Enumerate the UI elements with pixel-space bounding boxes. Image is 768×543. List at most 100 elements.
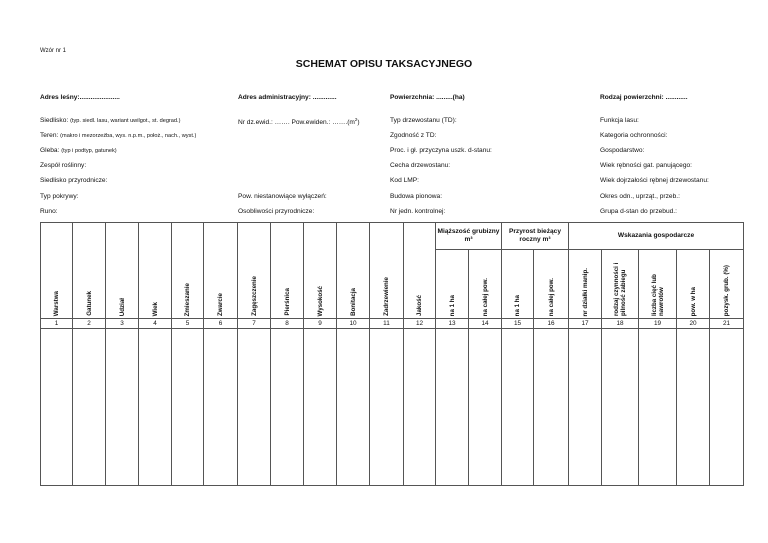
table-cell[interactable] — [403, 328, 436, 486]
sub-column-header-label: pow. w ha — [689, 286, 697, 316]
table-cell[interactable] — [708, 328, 745, 486]
sub-column-header: pozysk. grub. (%) — [708, 249, 745, 319]
page-title: SCHEMAT OPISU TAKSACYJNEGO — [295, 58, 473, 70]
table-cell[interactable] — [303, 328, 337, 486]
column-header: Wiek — [138, 222, 172, 319]
column-header: Wysokość — [303, 222, 337, 319]
sub-column-header: nr działki manip. — [568, 249, 602, 319]
field-label: Typ pokrywy: — [40, 193, 79, 200]
column-header: Zmieszanie — [171, 222, 204, 319]
column-header: Pierśnica — [270, 222, 304, 319]
field-label: Runo: — [40, 208, 58, 215]
table-cell[interactable] — [533, 328, 569, 486]
field-col1-row: Gleba: (typ i podtyp, gatunek) — [40, 147, 117, 154]
sub-column-header-label: liczba cięć lub nawrotów — [650, 274, 665, 316]
group-header: Miąższość grubizny m³ — [435, 222, 502, 250]
column-number: 11 — [369, 318, 404, 329]
table-cell[interactable] — [72, 328, 106, 486]
column-header: Zwarcie — [203, 222, 238, 319]
table-cell[interactable] — [105, 328, 139, 486]
field-col3-row: Proc. i gł. przyczyna uszk. d-stanu: — [390, 147, 492, 154]
column-header-label: Zadrzewienie — [383, 277, 390, 316]
table-cell[interactable] — [601, 328, 639, 486]
sub-column-header: liczba cięć lub nawrotów — [638, 249, 677, 319]
column-number: 5 — [171, 318, 204, 329]
field-col4-row: Grupa d-stan do przebud.: — [600, 208, 677, 215]
field-col3-row: Nr jedn. kontrolnej: — [390, 208, 446, 215]
sub-column-header: na całej pow. — [533, 249, 569, 319]
pow-niestanowiace: Pow. niestanowiące wyłączeń: — [238, 193, 327, 200]
table-cell[interactable] — [568, 328, 602, 486]
column-number: 10 — [336, 318, 370, 329]
column-header-label: Wysokość — [316, 285, 324, 317]
sub-column-header: rodzaj czynności i pilność zabiegu — [601, 249, 639, 319]
sub-column-header: na 1 ha — [435, 249, 469, 319]
field-col1-row: Siedlisko: (typ. siedl. lasu, wariant uw… — [40, 117, 180, 124]
column-number: 13 — [435, 318, 469, 329]
column-header: Bonitacja — [336, 222, 370, 319]
column-header: Jakość — [403, 222, 436, 319]
field-label: Siedlisko: — [40, 117, 71, 124]
column-header-label: Pierśnica — [283, 288, 291, 316]
column-number: 7 — [237, 318, 271, 329]
table-cell[interactable] — [171, 328, 204, 486]
sub-column-header-label: nr działki manip. — [581, 267, 589, 316]
column-number: 18 — [601, 318, 639, 329]
sub-column-header-label: pozysk. grub. (%) — [723, 264, 731, 316]
table-cell[interactable] — [676, 328, 710, 486]
column-number: 12 — [403, 318, 436, 329]
table-cell[interactable] — [369, 328, 404, 486]
group-header: Przyrost bieżący roczny m³ — [501, 222, 569, 250]
form-number: Wzór nr 1 — [40, 48, 67, 54]
column-header-label: Gatunek — [85, 291, 93, 316]
table-cell[interactable] — [336, 328, 370, 486]
column-number: 16 — [533, 318, 569, 329]
field-col1-row: Runo: — [40, 208, 58, 215]
field-col4-row: Funkcja lasu: — [600, 117, 639, 124]
field-note: (typ. siedl. lasu, wariant uwilgot., st.… — [70, 118, 181, 124]
column-header-label: Jakość — [416, 295, 423, 316]
sub-column-header: na całej pow. — [468, 249, 502, 319]
field-note: (makro i mezorzeźba, wys. n.p.m., położ.… — [60, 133, 197, 139]
field-col3-row: Typ drzewostanu (TD): — [390, 117, 457, 124]
sub-column-header-label: na całej pow. — [481, 277, 489, 316]
field-col3-row: Cecha drzewostanu: — [390, 162, 451, 169]
field-col1-row: Typ pokrywy: — [40, 193, 78, 200]
table-cell[interactable] — [203, 328, 238, 486]
field-col1-row: Siedlisko przyrodnicze: — [40, 177, 107, 184]
table-cell[interactable] — [270, 328, 304, 486]
column-header-label: Zagęszczenie — [250, 276, 258, 316]
table-cell[interactable] — [237, 328, 271, 486]
field-col4-row: Okres odn., uprząt., przeb.: — [600, 193, 680, 200]
table-cell[interactable] — [638, 328, 677, 486]
table-cell[interactable] — [468, 328, 502, 486]
column-number: 15 — [501, 318, 534, 329]
column-number: 21 — [708, 318, 745, 329]
column-number: 3 — [105, 318, 139, 329]
field-label: Gleba: — [40, 147, 62, 154]
column-number: 6 — [203, 318, 238, 329]
table-cell[interactable] — [138, 328, 172, 486]
field-label: Zespół roślinny: — [40, 162, 87, 169]
field-label: Teren: — [40, 132, 61, 139]
column-header: Zadrzewienie — [369, 222, 404, 319]
column-header-label: Bonitacja — [349, 288, 357, 316]
field-col3-row: Kod LMP: — [390, 177, 419, 184]
group-header: Wskazania gospodarcze — [567, 222, 745, 250]
column-number: 1 — [40, 318, 73, 329]
powierzchnia: Powierzchnia: .........(ha) — [390, 94, 465, 101]
column-number: 2 — [72, 318, 106, 329]
field-col4-row: Wiek dojrzałości rębnej drzewostanu: — [600, 177, 709, 184]
field-col4-row: Gospodarstwo: — [600, 147, 645, 154]
column-number: 19 — [638, 318, 677, 329]
table-cell[interactable] — [435, 328, 469, 486]
column-number: 17 — [568, 318, 602, 329]
column-header-label: Udział — [118, 297, 126, 316]
table-cell[interactable] — [40, 328, 73, 486]
table-cell[interactable] — [501, 328, 534, 486]
rodzaj-powierzchni: Rodzaj powierzchni: ............ — [600, 94, 688, 101]
field-col3-row: Zgodność z TD: — [390, 132, 437, 139]
column-number: 8 — [270, 318, 304, 329]
sub-column-header: pow. w ha — [676, 249, 710, 319]
